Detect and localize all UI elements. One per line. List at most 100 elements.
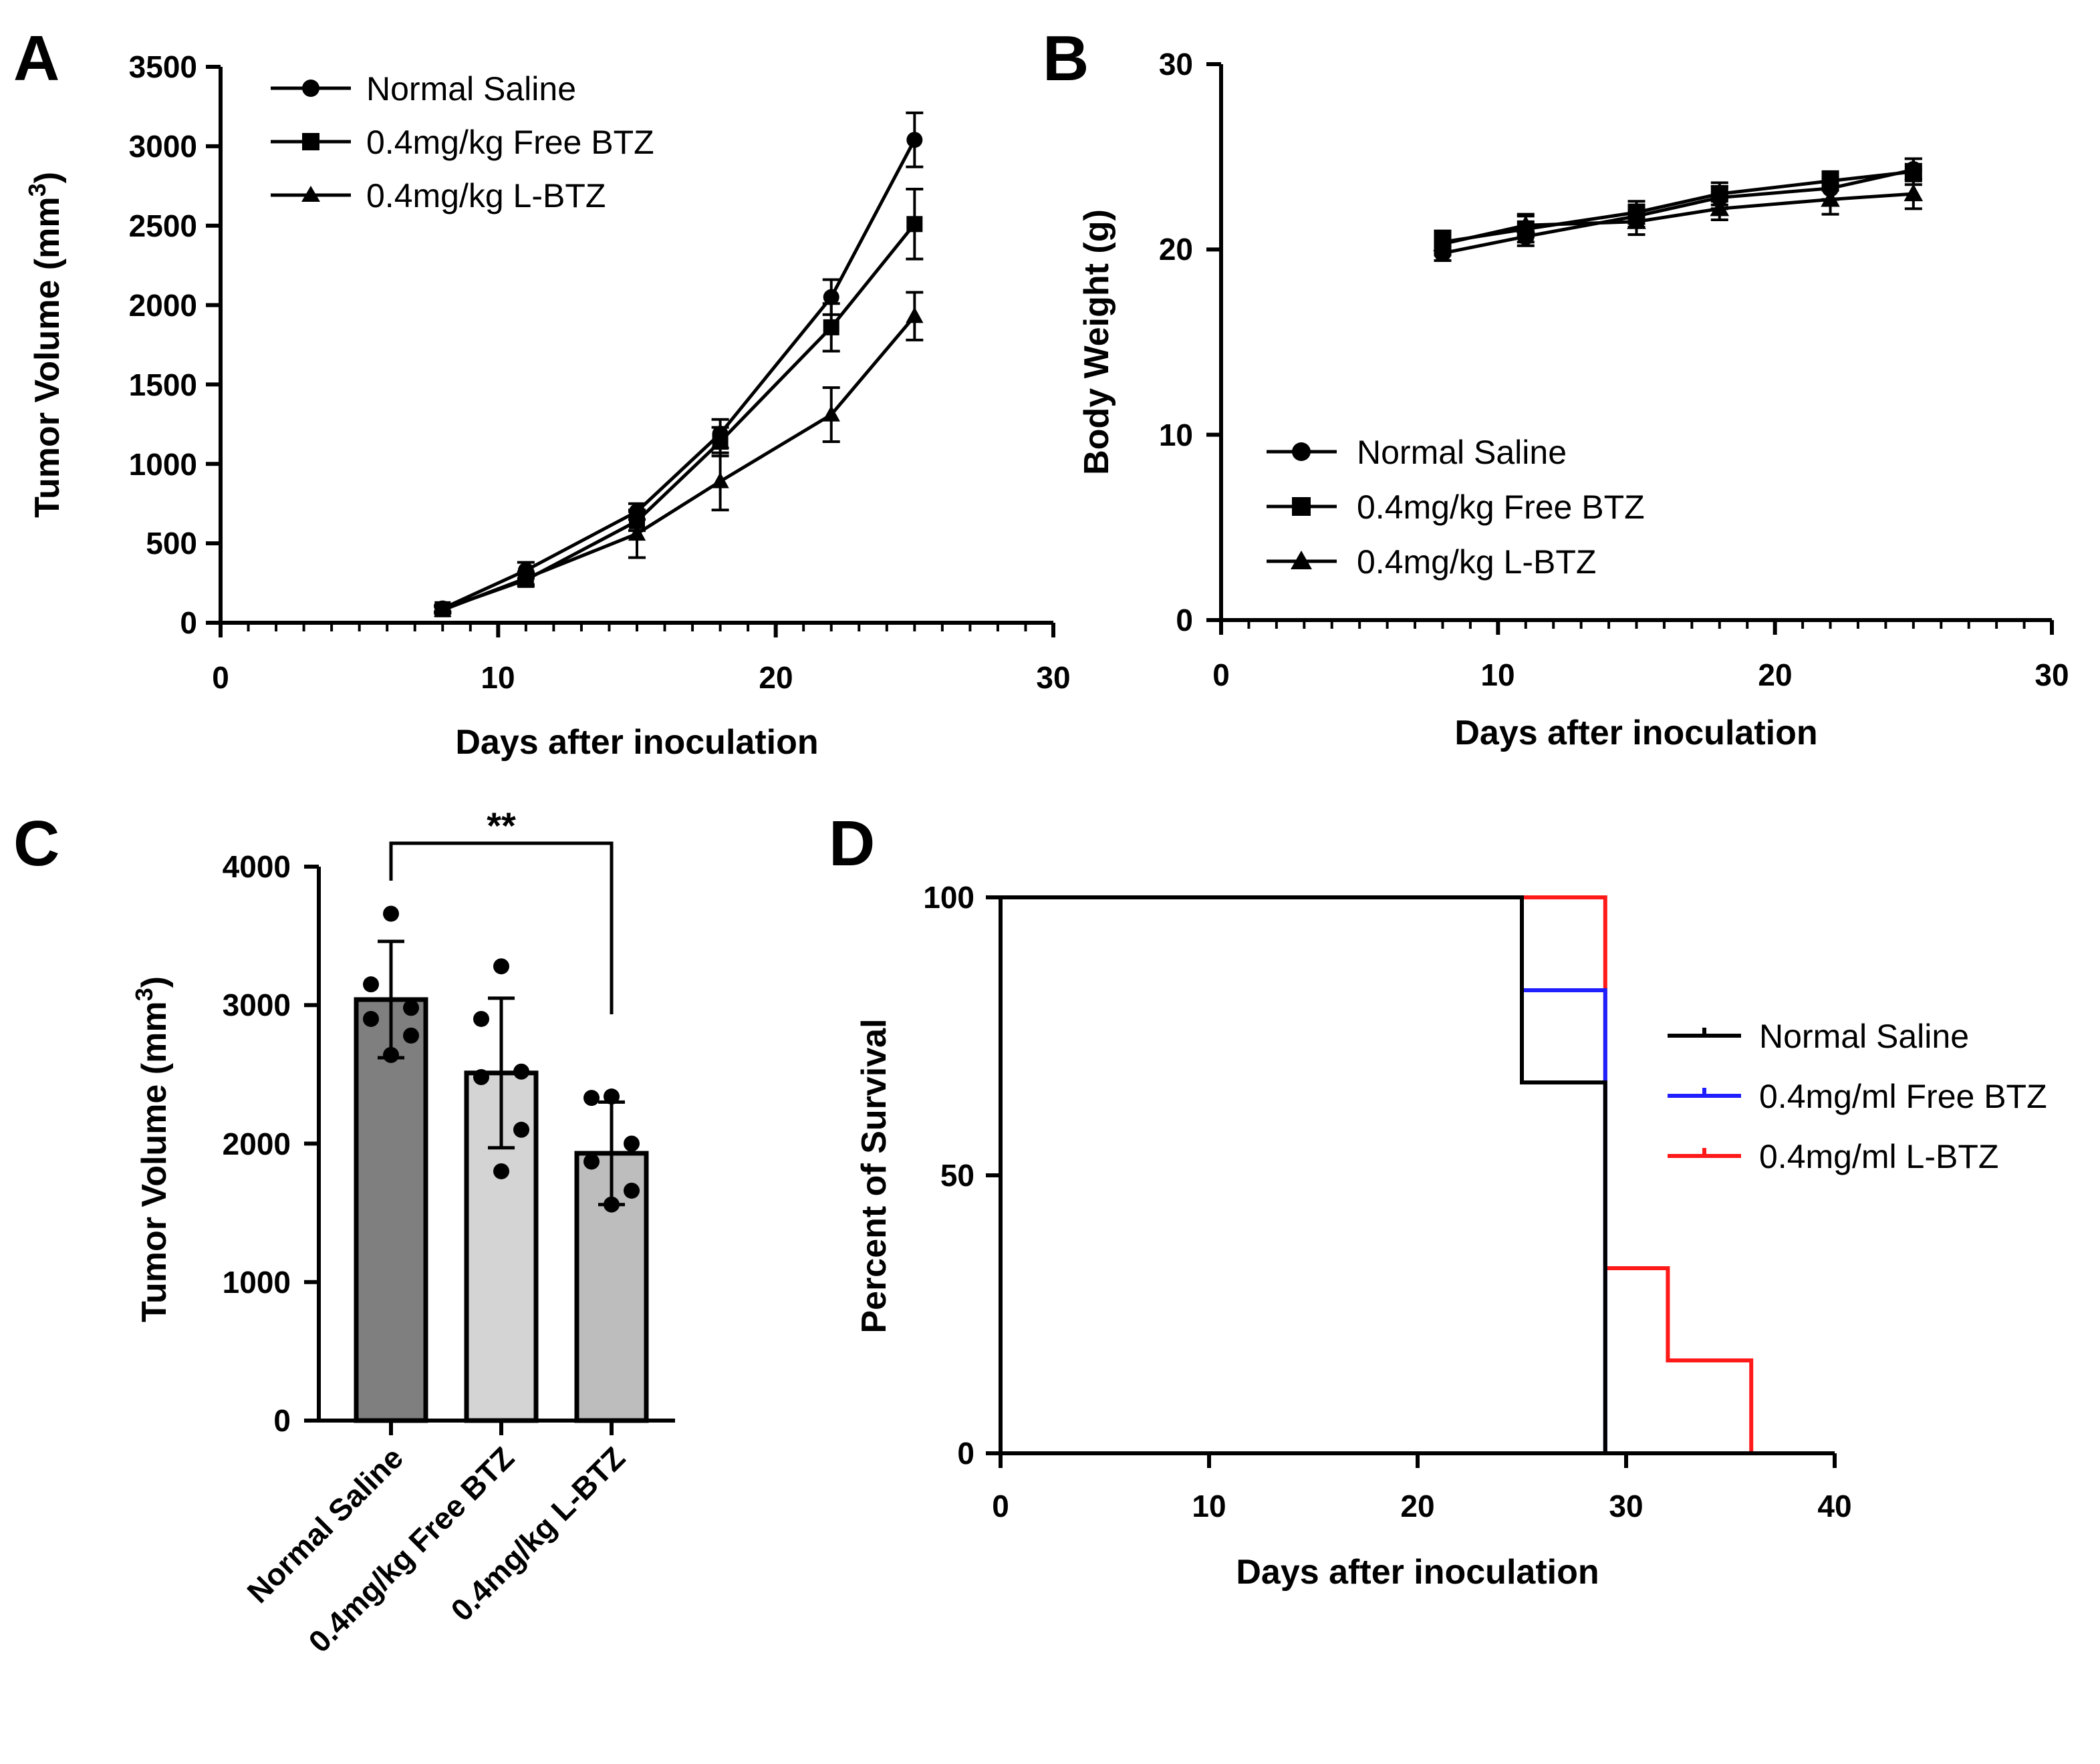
a-xtick-label: 20	[759, 660, 793, 695]
a-ytick-label: 500	[146, 526, 197, 561]
c-bar	[354, 997, 428, 1423]
c-y-axis-title: Tumor Volume (mm3)	[130, 976, 174, 1322]
a-ytick-label: 3500	[129, 49, 197, 84]
a-x-axis-title: Days after inoculation	[455, 723, 818, 762]
a-data-point-triangle-marker	[628, 525, 646, 541]
d-legend-label: Normal Saline	[1759, 1018, 1969, 1055]
b-ytick-label: 0	[1176, 603, 1193, 637]
b-data-point-square-marker	[1904, 162, 1922, 180]
d-xtick-label: 20	[1400, 1489, 1434, 1523]
a-data-point-triangle-marker	[906, 307, 924, 323]
b-ytick-label: 30	[1159, 47, 1193, 82]
c-individual-point	[604, 1088, 620, 1105]
a-xtick-label: 10	[481, 660, 515, 695]
a-ytick-label: 1500	[129, 368, 197, 402]
c-significance-bracket	[389, 841, 614, 1014]
b-x-axis-title: Days after inoculation	[1454, 714, 1817, 752]
a-legend-label: 0.4mg/kg Free BTZ	[366, 124, 654, 161]
b-series-line	[1442, 192, 1914, 246]
b-data-point-triangle-marker	[1433, 234, 1452, 252]
a-ytick-label: 2000	[129, 288, 197, 323]
a-series-line	[442, 315, 916, 612]
d-ytick-label: 100	[923, 880, 974, 915]
a-legend-square-marker	[302, 133, 319, 150]
a-xtick-label: 30	[1036, 660, 1070, 695]
b-data-point-triangle-marker	[1904, 184, 1924, 202]
b-legend-label: 0.4mg/kg L-BTZ	[1357, 543, 1596, 581]
a-data-point-triangle-marker	[517, 569, 535, 585]
b-data-point-triangle-marker	[1516, 215, 1536, 233]
c-ytick-label: 1000	[223, 1265, 291, 1300]
c-individual-point	[403, 1000, 419, 1016]
a-legend: Normal Saline 0.4mg/kg Free BTZ 0.4mg/kg…	[271, 70, 654, 214]
a-ytick-label: 1000	[129, 447, 197, 482]
b-xtick-label: 30	[2035, 657, 2069, 692]
d-xtick-label: 30	[1609, 1489, 1643, 1523]
a-series-line	[442, 139, 916, 610]
b-legend-square-marker	[1292, 497, 1311, 516]
c-individual-point	[513, 1063, 529, 1080]
c-individual-point	[473, 1010, 489, 1027]
a-legend-triangle-marker	[301, 186, 320, 202]
c-individual-point	[383, 1046, 399, 1063]
panel-b-body-weight-line-chart: 0 10 20 30 0 10 20 30 Days after inocula…	[1077, 47, 2069, 752]
b-series-line	[1442, 170, 1914, 244]
panel-a-tumor-volume-line-chart: 0 500 1000 1500 2000 2500 3000 3500 0 10…	[23, 49, 1071, 762]
a-data-point-triangle-marker	[822, 405, 840, 422]
c-individual-point	[363, 976, 379, 993]
b-y-axis-title: Body Weight (g)	[1077, 209, 1116, 475]
panel-letter-d: D	[829, 808, 875, 879]
c-individual-point	[513, 1121, 529, 1138]
a-data-point-triangle-marker	[434, 601, 452, 617]
c-individual-point	[493, 1163, 509, 1179]
c-individual-point	[493, 958, 509, 975]
c-significance-label: **	[487, 804, 516, 847]
d-ytick-label: 0	[957, 1436, 974, 1471]
a-ytick-label: 0	[180, 605, 197, 640]
b-legend-triangle-marker	[1291, 551, 1312, 569]
a-ytick-label: 2500	[129, 208, 197, 243]
d-xtick-label: 10	[1192, 1489, 1226, 1523]
c-ytick-label: 4000	[223, 849, 291, 884]
c-individual-point	[363, 1010, 379, 1027]
panel-d-survival-chart: 0 50 100 0 10 20 30 40 Days after inocul…	[855, 880, 2047, 1592]
c-individual-point	[583, 1153, 600, 1170]
d-legend-label: 0.4mg/ml Free BTZ	[1759, 1078, 2047, 1115]
d-legend-label: 0.4mg/ml L-BTZ	[1759, 1138, 1998, 1175]
c-individual-point	[624, 1135, 640, 1152]
d-x-axis-title: Days after inoculation	[1236, 1553, 1599, 1592]
b-legend-label: 0.4mg/kg Free BTZ	[1357, 488, 1645, 526]
a-data-point-square-marker	[712, 434, 729, 450]
b-legend-label: Normal Saline	[1357, 434, 1567, 471]
a-data-point-triangle-marker	[711, 472, 729, 488]
panel-letter-a: A	[13, 23, 59, 94]
c-ytick-label: 0	[273, 1403, 291, 1438]
d-y-axis-title: Percent of Survival	[855, 1018, 894, 1333]
b-legend: Normal Saline 0.4mg/kg Free BTZ 0.4mg/kg…	[1267, 434, 1645, 581]
c-ytick-label: 2000	[223, 1127, 291, 1161]
c-individual-point	[473, 1069, 489, 1086]
b-data-point-triangle-marker	[1821, 189, 1840, 207]
a-legend-circle-marker	[302, 80, 319, 97]
d-survival-step-line	[1001, 895, 1754, 1453]
b-xtick-label: 20	[1758, 657, 1792, 692]
c-individual-point	[583, 1090, 600, 1107]
b-series-line	[1442, 168, 1914, 255]
panel-letter-c: C	[13, 808, 59, 879]
b-data-point-triangle-marker	[1710, 198, 1730, 216]
a-data-point-circle-marker	[823, 289, 839, 305]
a-data-point-circle-marker	[906, 132, 923, 148]
a-data-point-square-marker	[906, 216, 923, 233]
d-xtick-label: 40	[1817, 1489, 1851, 1523]
b-data-point-triangle-marker	[1627, 211, 1646, 229]
d-xtick-label: 0	[992, 1489, 1009, 1523]
c-individual-point	[383, 905, 399, 922]
a-legend-label: Normal Saline	[366, 70, 576, 108]
a-data-point-square-marker	[823, 319, 839, 335]
b-legend-circle-marker	[1292, 442, 1311, 461]
c-individual-point	[403, 1027, 419, 1044]
d-ytick-label: 50	[940, 1158, 974, 1193]
b-ytick-label: 20	[1159, 232, 1193, 267]
